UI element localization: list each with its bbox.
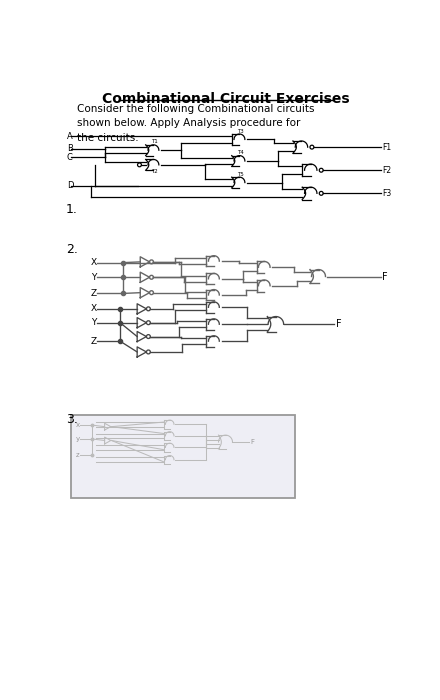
Text: x: x [76, 422, 80, 428]
Text: Y: Y [91, 273, 96, 282]
Text: Consider the following Combinational circuits
shown below. Apply Analysis proced: Consider the following Combinational cir… [77, 104, 314, 143]
Text: T5: T5 [237, 172, 244, 176]
Text: X: X [91, 258, 97, 267]
Text: Z: Z [91, 337, 97, 346]
Text: D: D [66, 181, 73, 190]
Text: F3: F3 [382, 189, 391, 198]
Text: y: y [76, 436, 80, 442]
Text: F1: F1 [382, 143, 391, 152]
Text: F: F [336, 319, 341, 329]
Text: z: z [76, 452, 80, 458]
FancyBboxPatch shape [70, 415, 295, 498]
Text: X: X [91, 304, 97, 314]
Text: Y: Y [91, 318, 96, 327]
Text: C: C [66, 153, 73, 162]
Text: T1: T1 [151, 139, 158, 144]
Text: F: F [250, 439, 254, 445]
Text: A: A [66, 132, 72, 141]
Text: Combinational Circuit Exercises: Combinational Circuit Exercises [102, 92, 349, 106]
Text: B: B [66, 144, 73, 153]
Text: T3: T3 [237, 129, 244, 134]
Text: 3.: 3. [66, 413, 78, 426]
Text: F2: F2 [382, 166, 391, 175]
Text: 2.: 2. [66, 244, 78, 256]
Text: T4: T4 [237, 150, 244, 155]
Text: F: F [382, 272, 388, 281]
Text: Z: Z [91, 289, 97, 298]
Text: T2: T2 [151, 169, 158, 174]
Text: 1.: 1. [66, 203, 78, 216]
